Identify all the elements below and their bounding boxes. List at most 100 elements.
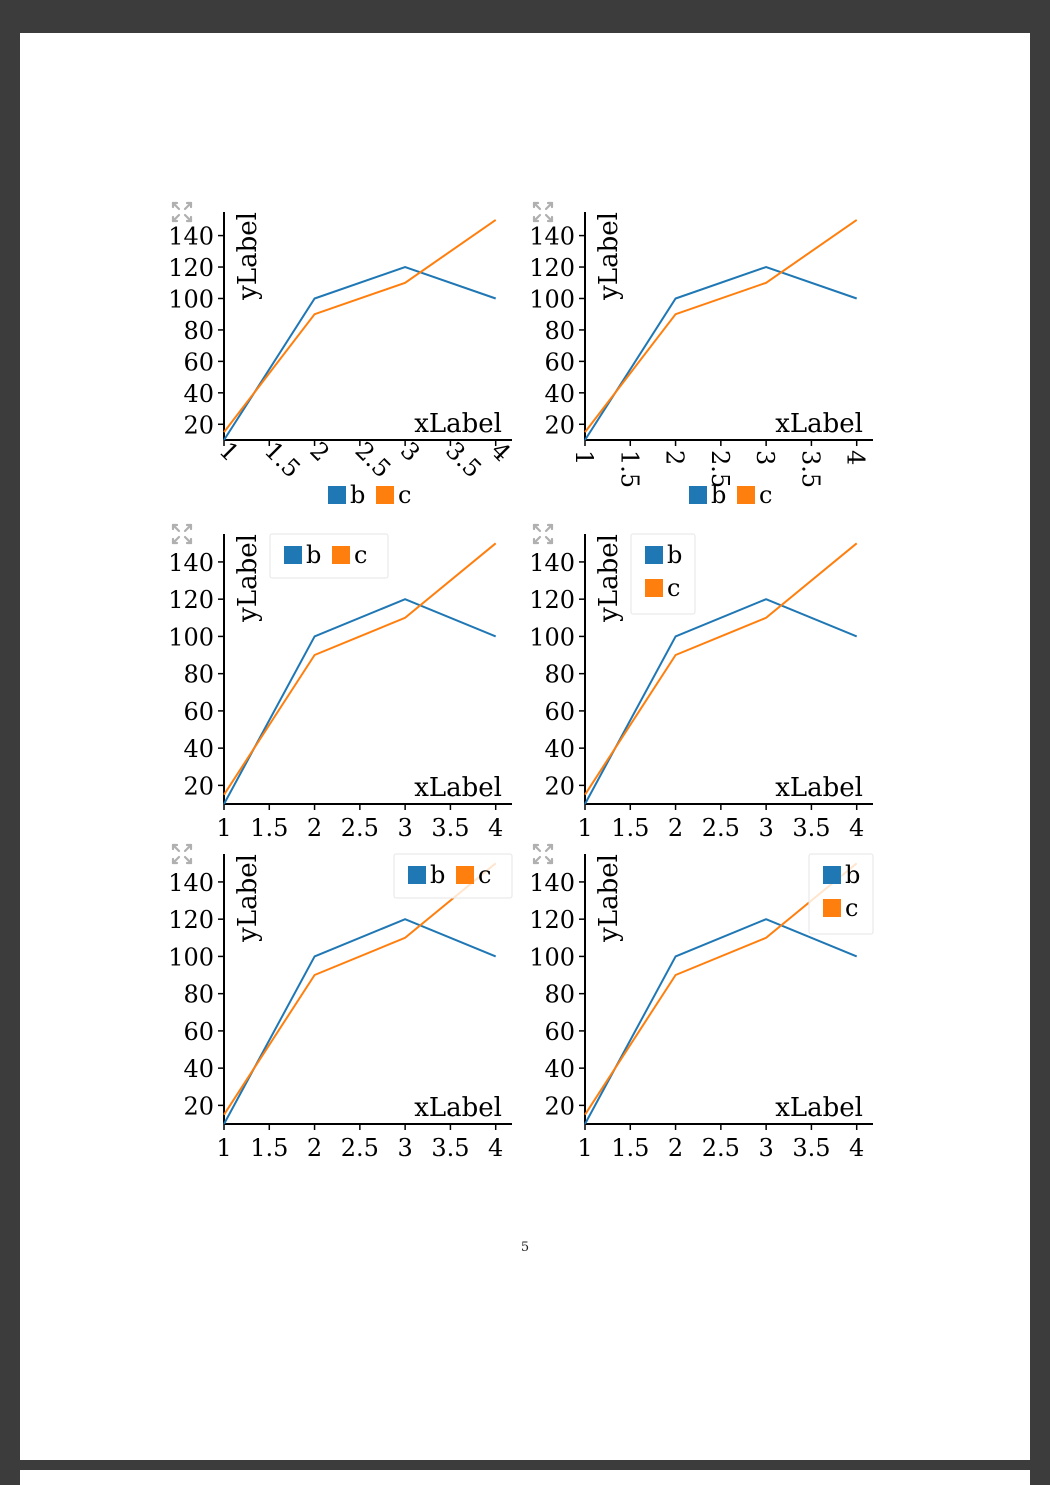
x-tick-label: 1 <box>577 814 592 842</box>
legend-frame <box>269 533 389 579</box>
legend-swatch-c <box>645 579 663 597</box>
y-tick-label: 80 <box>544 317 575 345</box>
y-tick-label: 60 <box>544 1018 575 1046</box>
y-tick-label: 100 <box>168 943 214 971</box>
x-axis-label: xLabel <box>414 1093 502 1123</box>
y-tick-label: 80 <box>183 661 214 689</box>
y-tick-label: 100 <box>529 285 575 313</box>
x-tick-label: 4 <box>849 1134 864 1162</box>
y-tick-label: 40 <box>183 735 214 763</box>
x-axis-label: xLabel <box>775 409 863 439</box>
legend-label-b: b <box>306 541 321 569</box>
x-axis-label: xLabel <box>775 1093 863 1123</box>
x-tick-label: 2.5 <box>341 814 379 842</box>
y-axis-label: yLabel <box>233 212 263 301</box>
x-tick-label: 3 <box>758 1134 773 1162</box>
y-tick-label: 140 <box>529 549 575 577</box>
legend-label-c: c <box>478 861 491 889</box>
y-tick-label: 140 <box>529 869 575 897</box>
legend-label-b: b <box>430 861 445 889</box>
y-axis-label: yLabel <box>594 854 624 943</box>
x-tick-label: 1 <box>577 1134 592 1162</box>
x-tick-label: 2 <box>307 1134 322 1162</box>
series-line-c <box>584 219 858 433</box>
x-tick-label: 3.5 <box>431 1134 469 1162</box>
series-line-b <box>223 265 497 441</box>
y-tick-label: 100 <box>529 623 575 651</box>
x-tick-label: 1 <box>216 814 231 842</box>
y-tick-label: 80 <box>544 981 575 1009</box>
y-axis-label: yLabel <box>233 854 263 943</box>
expand-icon[interactable] <box>532 523 554 545</box>
x-tick-label: 2 <box>307 814 322 842</box>
x-tick-label: 3 <box>395 436 426 467</box>
x-tick-label: 3.5 <box>440 436 487 483</box>
series-line-c <box>584 542 858 796</box>
x-tick-label: 1.5 <box>259 436 306 483</box>
legend: bc <box>630 533 696 615</box>
chart-panel-2: 20 40 60 80 100 120 140 1 1.5 2 2.5 3 3.5 4 xLabel yLab… <box>529 201 873 509</box>
y-axis-label: yLabel <box>594 212 624 301</box>
y-tick-label: 60 <box>544 698 575 726</box>
y-tick-label: 20 <box>544 772 575 800</box>
x-tick-label: 2.5 <box>702 1134 740 1162</box>
legend-swatch-b <box>689 486 707 504</box>
y-tick-label: 60 <box>544 348 575 376</box>
x-tick-label: 1.5 <box>611 1134 649 1162</box>
legend-swatch-b <box>645 546 663 564</box>
legend-label-c: c <box>667 574 680 602</box>
x-tick-label: 3.5 <box>431 814 469 842</box>
legend-label-c: c <box>398 481 411 509</box>
y-tick-label: 120 <box>168 906 214 934</box>
y-tick-label: 80 <box>183 317 214 345</box>
legend-label-c: c <box>845 894 858 922</box>
y-tick-label: 80 <box>544 661 575 689</box>
x-tick-label: 4 <box>842 450 870 465</box>
y-tick-label: 40 <box>544 1055 575 1083</box>
y-axis-label: yLabel <box>233 534 263 623</box>
legend-swatch-c <box>823 899 841 917</box>
x-tick-label: 2.5 <box>706 450 734 488</box>
expand-icon[interactable] <box>171 843 193 865</box>
y-tick-label: 60 <box>183 1018 214 1046</box>
series-line-b <box>584 918 858 1125</box>
series-line-b <box>223 598 497 805</box>
x-tick-label: 1.5 <box>611 814 649 842</box>
page-number: 5 <box>520 1240 530 1255</box>
legend-label-c: c <box>354 541 367 569</box>
y-tick-label: 100 <box>168 623 214 651</box>
legend-swatch-b <box>408 866 426 884</box>
legend-label-b: b <box>667 541 682 569</box>
x-tick-label: 1.5 <box>615 450 643 488</box>
y-tick-label: 40 <box>183 380 214 408</box>
y-tick-label: 20 <box>183 772 214 800</box>
y-tick-label: 120 <box>529 906 575 934</box>
y-tick-label: 140 <box>168 869 214 897</box>
x-tick-label: 3 <box>397 1134 412 1162</box>
y-tick-label: 20 <box>544 1092 575 1120</box>
expand-icon[interactable] <box>532 201 554 223</box>
x-tick-label: 1 <box>570 450 598 465</box>
legend-swatch-c <box>737 486 755 504</box>
expand-icon[interactable] <box>532 843 554 865</box>
x-tick-label: 3 <box>758 814 773 842</box>
y-tick-label: 40 <box>544 380 575 408</box>
y-tick-label: 60 <box>183 348 214 376</box>
y-tick-label: 100 <box>529 943 575 971</box>
series-line-b <box>584 598 858 805</box>
legend: bc <box>808 853 874 935</box>
expand-icon[interactable] <box>171 523 193 545</box>
x-axis-label: xLabel <box>414 409 502 439</box>
x-tick-label: 3.5 <box>792 814 830 842</box>
x-axis-label: xLabel <box>775 773 863 803</box>
legend-label-b: b <box>711 481 726 509</box>
legend-swatch-b <box>328 486 346 504</box>
expand-icon[interactable] <box>171 201 193 223</box>
legend-label-b: b <box>350 481 365 509</box>
y-tick-label: 60 <box>183 698 214 726</box>
x-tick-label: 2 <box>304 436 335 467</box>
